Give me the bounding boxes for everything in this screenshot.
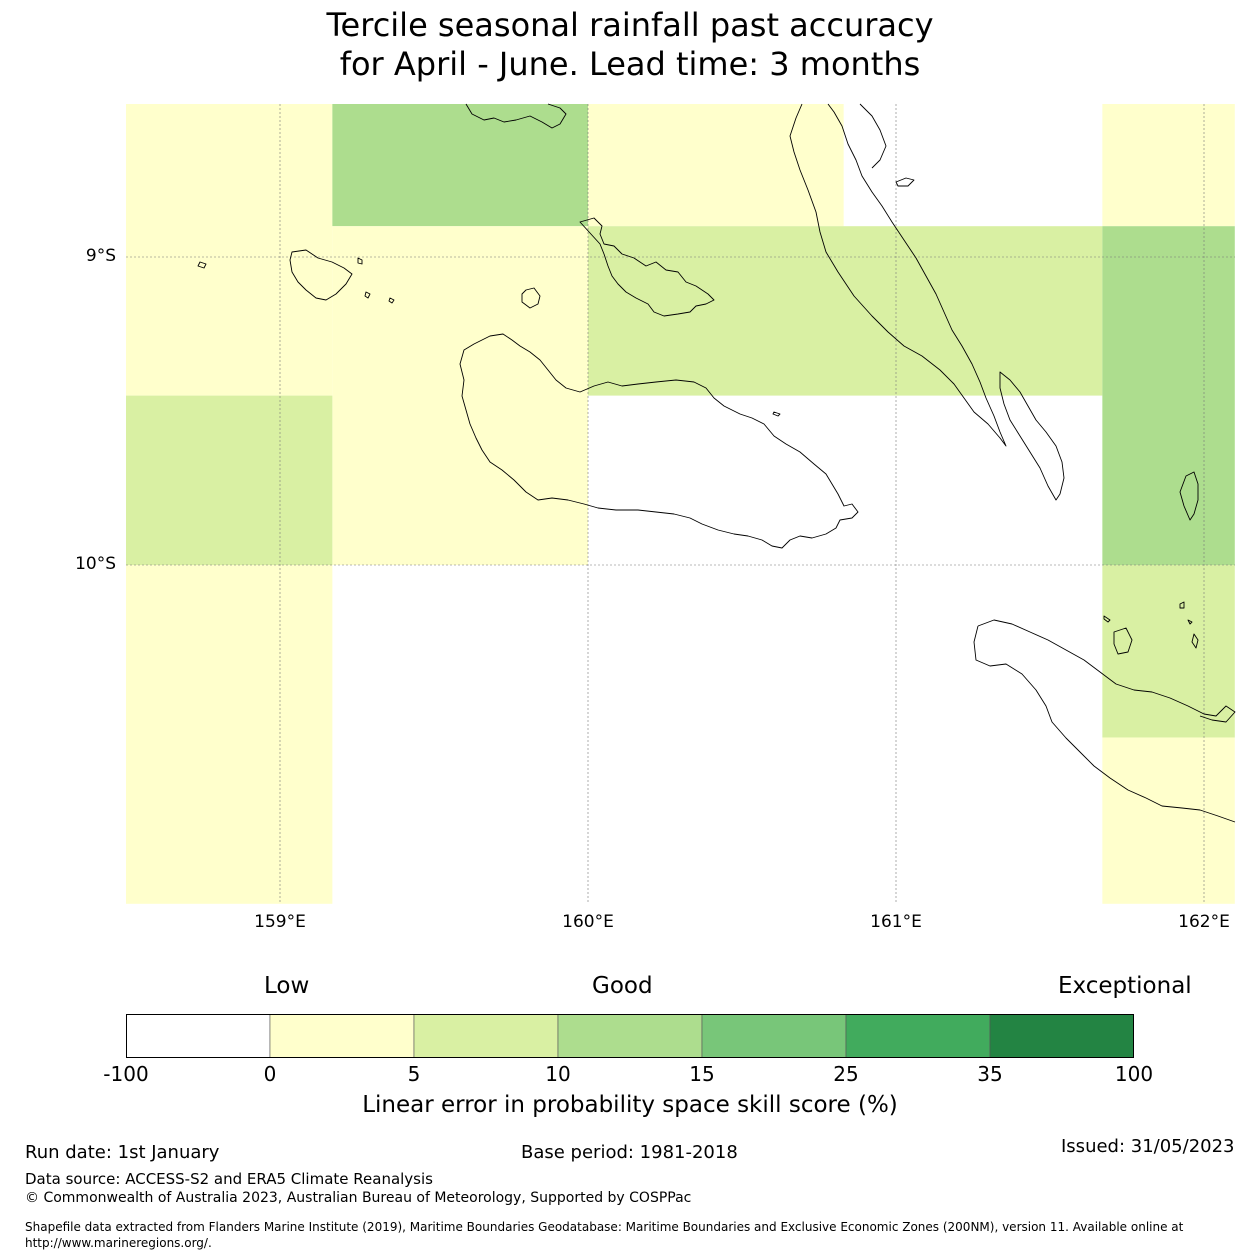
- skill-cell: [332, 226, 588, 565]
- skill-cell: [126, 565, 333, 904]
- coastline-islet-e: [1103, 615, 1111, 623]
- skill-grid-cells: [126, 104, 1235, 904]
- coastline-russell-islands: [289, 249, 353, 301]
- colorbar-label: Linear error in probability space skill …: [362, 1092, 898, 1118]
- lon-tick-160e: 160°E: [562, 912, 614, 932]
- colorbar-segment: [557, 1014, 703, 1058]
- colorbar-segment: [989, 1014, 1134, 1058]
- skill-cell: [332, 104, 588, 227]
- colorbar-segment: [269, 1014, 415, 1058]
- coastline-islet-d: [772, 411, 781, 417]
- colorbar-segment: [413, 1014, 559, 1058]
- colorbar-tick: 10: [545, 1062, 571, 1086]
- colorbar-tick: 25: [833, 1062, 859, 1086]
- lat-tick-9s: 9°S: [85, 246, 116, 266]
- lat-tick-10s: 10°S: [75, 554, 116, 574]
- colorbar-segment: [845, 1014, 991, 1058]
- colorbar-segment: [126, 1014, 271, 1058]
- issued-date: Issued: 31/05/2023: [1061, 1136, 1235, 1157]
- colorbar-category-good: Good: [592, 973, 653, 999]
- title-line-1: Tercile seasonal rainfall past accuracy: [326, 6, 934, 44]
- coastline-malaita: [789, 103, 1007, 447]
- skill-cell: [126, 395, 333, 565]
- colorbar-segment: [701, 1014, 847, 1058]
- skill-cell: [1102, 737, 1235, 904]
- coastline-santa-isabel: [465, 103, 567, 129]
- coastline-malaita-north: [859, 103, 887, 169]
- colorbar-tick: -100: [103, 1062, 149, 1086]
- lon-tick-159e: 159°E: [254, 912, 306, 932]
- coastline-islet-f: [1179, 601, 1185, 609]
- coastline-islet-h: [1191, 633, 1199, 649]
- colorbar-tick: 5: [407, 1062, 421, 1086]
- coastline-santa-ana: [1113, 627, 1133, 655]
- run-date: Run date: 1st January: [25, 1142, 220, 1163]
- coastlines: [197, 103, 1236, 823]
- data-source: Data source: ACCESS-S2 and ERA5 Climate …: [25, 1170, 433, 1188]
- colorbar-tick: 15: [689, 1062, 715, 1086]
- colorbar-tick: 35: [977, 1062, 1003, 1086]
- base-period: Base period: 1981-2018: [521, 1142, 738, 1163]
- coastline-savo: [521, 287, 541, 309]
- coastline-islet-ne: [895, 177, 915, 187]
- rainfall-skill-map: [126, 103, 1236, 904]
- coastline-islet-c: [388, 297, 395, 304]
- coastline-islet-a: [357, 257, 363, 265]
- copyright-notice: © Commonwealth of Australia 2023, Austra…: [25, 1190, 692, 1206]
- coastline-small-malaita: [999, 371, 1065, 501]
- lon-tick-162e: 162°E: [1178, 912, 1230, 932]
- coastline-guadalcanal: [459, 333, 859, 549]
- skill-cell: [588, 226, 1103, 396]
- colorbar-tick: 100: [1114, 1062, 1154, 1086]
- coastline-islet-b: [364, 291, 371, 299]
- skill-colorbar: [126, 1014, 1134, 1058]
- skill-cell: [588, 104, 844, 227]
- map-title: Tercile seasonal rainfall past accuracy …: [0, 6, 1260, 84]
- lon-tick-161e: 161°E: [870, 912, 922, 932]
- title-line-2: for April - June. Lead time: 3 months: [339, 45, 921, 83]
- skill-cell: [1102, 104, 1235, 227]
- colorbar-frame: [126, 1014, 1134, 1058]
- shapefile-credit-line-2: http://www.marineregions.org/.: [25, 1236, 212, 1250]
- skill-cell: [1102, 565, 1235, 738]
- coastline-islet-g: [1187, 619, 1193, 625]
- skill-cell: [126, 104, 333, 396]
- graticule: [126, 104, 1235, 904]
- shapefile-credit-line-1: Shapefile data extracted from Flanders M…: [25, 1220, 1184, 1234]
- coastline-islet-west: [197, 261, 207, 269]
- colorbar-category-exceptional: Exceptional: [1058, 973, 1192, 999]
- coastline-makira: [977, 619, 1236, 723]
- colorbar-tick: 0: [263, 1062, 277, 1086]
- colorbar-category-low: Low: [264, 973, 310, 999]
- skill-cell: [1102, 226, 1235, 565]
- coastline-ulawa: [1179, 471, 1199, 521]
- coastline-florida-islands: [579, 217, 715, 317]
- coastline-makira-south: [973, 625, 1236, 823]
